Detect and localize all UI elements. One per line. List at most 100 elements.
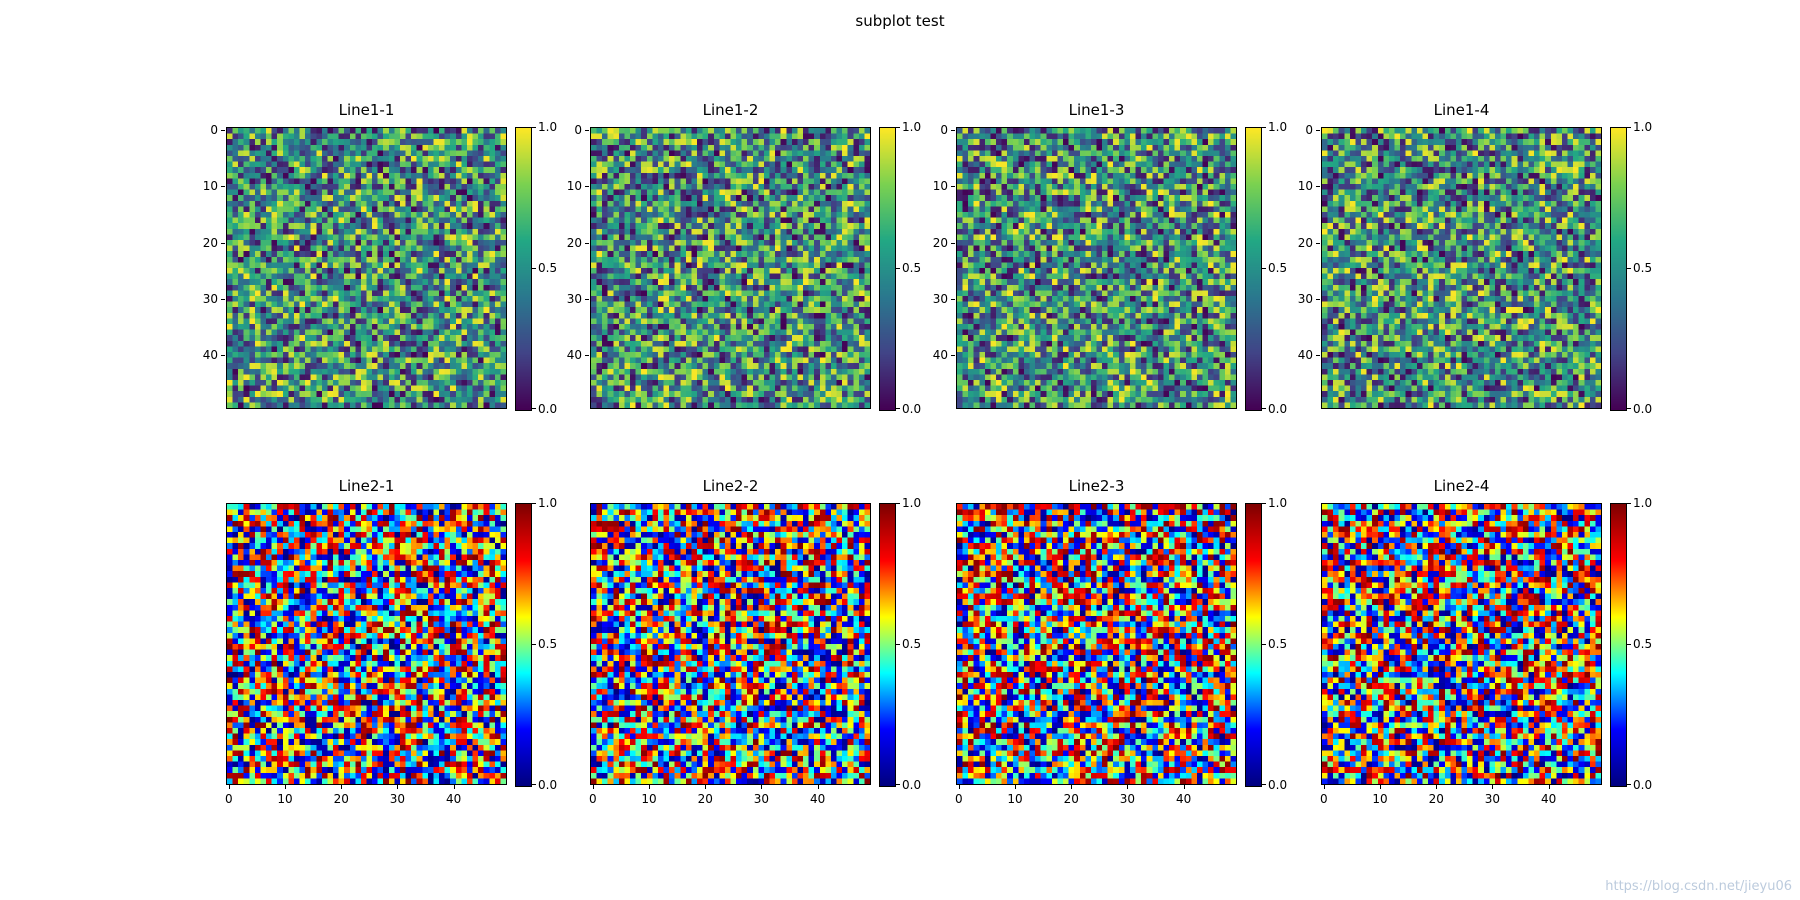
colorbar-tick-label: 0.0 <box>538 402 558 416</box>
colorbar-canvas <box>516 128 531 410</box>
x-tick-mark <box>1127 785 1128 789</box>
colorbar-tick-mark <box>532 784 536 785</box>
colorbar-tick-mark <box>1627 644 1631 645</box>
y-tick-mark <box>951 299 955 300</box>
y-tick-mark <box>585 243 589 244</box>
x-tick-mark <box>285 785 286 789</box>
y-tick-mark <box>1316 355 1320 356</box>
x-tick-label: 40 <box>445 792 462 806</box>
y-tick-label: 30 <box>1297 292 1313 307</box>
colorbar <box>879 503 896 787</box>
heatmap-axes <box>956 127 1237 409</box>
colorbar-tick-mark <box>532 127 536 128</box>
subplot-title: Line2-4 <box>1433 477 1490 495</box>
y-tick-label: 0 <box>210 122 218 137</box>
colorbar-tick-label: 1.0 <box>538 496 558 510</box>
colorbar-tick-label: 1.0 <box>1268 120 1288 134</box>
colorbar-tick-label: 0.0 <box>902 402 922 416</box>
subplot-line1-1: Line1-1 0 10 20 30 40 1.0 0.5 0.0 <box>203 101 557 415</box>
heatmap-axes <box>956 503 1237 785</box>
x-tick-mark <box>229 785 230 789</box>
colorbar-tick-label: 0.0 <box>1268 402 1288 416</box>
figure-title: subplot test <box>855 12 945 30</box>
x-tick-mark <box>454 785 455 789</box>
colorbar <box>879 127 896 411</box>
colorbar-tick-mark <box>1627 127 1631 128</box>
y-tick-mark <box>951 355 955 356</box>
y-tick-mark <box>951 186 955 187</box>
y-tick-label: 10 <box>202 179 218 194</box>
y-tick-mark <box>951 130 955 131</box>
colorbar-canvas <box>516 504 531 786</box>
x-tick-label: 30 <box>1119 792 1136 806</box>
y-tick-label: 20 <box>932 235 948 250</box>
y-tick-mark <box>221 299 225 300</box>
colorbar-tick-mark <box>896 127 900 128</box>
y-tick-label: 10 <box>932 179 948 194</box>
x-tick-mark <box>1015 785 1016 789</box>
x-tick-label: 0 <box>224 792 233 806</box>
colorbar-tick-mark <box>1627 784 1631 785</box>
x-tick-mark <box>1380 785 1381 789</box>
colorbar-tick-label: 1.0 <box>538 120 558 134</box>
y-tick-label: 0 <box>574 122 582 137</box>
x-tick-label: 20 <box>333 792 349 806</box>
subplot-line2-1: Line2-1 0 10 20 30 40 1.0 0.5 0.0 <box>225 477 557 805</box>
colorbar-tick-mark <box>532 644 536 645</box>
colorbar-tick-mark <box>1627 408 1631 409</box>
colorbar-tick-label: 0.0 <box>1633 402 1653 416</box>
x-tick-label: 10 <box>1007 792 1023 806</box>
heatmap-axes <box>590 503 871 785</box>
colorbar-tick-label: 0.5 <box>1633 261 1653 275</box>
colorbar-tick-mark <box>896 503 900 504</box>
y-tick-mark <box>585 130 589 131</box>
colorbar-tick-label: 1.0 <box>1268 496 1288 510</box>
y-tick-mark <box>1316 186 1320 187</box>
colorbar-tick-label: 0.5 <box>538 637 558 651</box>
subplot-line1-4: Line1-4 0 10 20 30 40 1.0 0.5 0.0 <box>1298 101 1652 415</box>
heatmap-canvas <box>227 504 506 784</box>
y-tick-mark <box>1316 130 1320 131</box>
y-tick-mark <box>951 243 955 244</box>
subplot-title: Line1-4 <box>1433 101 1490 119</box>
subplot-line2-2: Line2-2 0 10 20 30 40 1.0 0.5 0.0 <box>589 477 921 805</box>
heatmap-canvas <box>957 128 1236 408</box>
colorbar-canvas <box>1246 128 1261 410</box>
x-tick-mark <box>1492 785 1493 789</box>
x-tick-mark <box>1071 785 1072 789</box>
colorbar-tick-mark <box>896 784 900 785</box>
heatmap-axes <box>590 127 871 409</box>
heatmap-axes <box>1321 127 1602 409</box>
heatmap-axes <box>1321 503 1602 785</box>
x-tick-label: 0 <box>1319 792 1328 806</box>
x-tick-label: 10 <box>641 792 657 806</box>
y-tick-label: 40 <box>1297 348 1313 363</box>
colorbar <box>1610 127 1627 411</box>
y-tick-label: 30 <box>202 292 218 307</box>
colorbar-tick-label: 0.5 <box>1633 637 1653 651</box>
heatmap-axes <box>226 503 507 785</box>
colorbar-tick-mark <box>896 644 900 645</box>
colorbar <box>515 503 532 787</box>
colorbar-tick-mark <box>896 268 900 269</box>
colorbar-tick-mark <box>1262 784 1266 785</box>
y-tick-mark <box>1316 243 1320 244</box>
x-tick-mark <box>959 785 960 789</box>
x-tick-mark <box>705 785 706 789</box>
heatmap-axes <box>226 127 507 409</box>
y-tick-mark <box>221 130 225 131</box>
x-tick-mark <box>341 785 342 789</box>
colorbar-tick-mark <box>1262 127 1266 128</box>
x-tick-mark <box>1324 785 1325 789</box>
x-tick-label: 40 <box>809 792 826 806</box>
y-tick-label: 20 <box>1297 235 1313 250</box>
x-tick-mark <box>818 785 819 789</box>
heatmap-canvas <box>1322 128 1601 408</box>
y-tick-label: 40 <box>932 348 948 363</box>
subplot-title: Line2-2 <box>702 477 759 495</box>
subplot-title: Line2-3 <box>1068 477 1125 495</box>
x-tick-label: 0 <box>954 792 963 806</box>
colorbar-tick-mark <box>1627 503 1631 504</box>
colorbar <box>1245 503 1262 787</box>
